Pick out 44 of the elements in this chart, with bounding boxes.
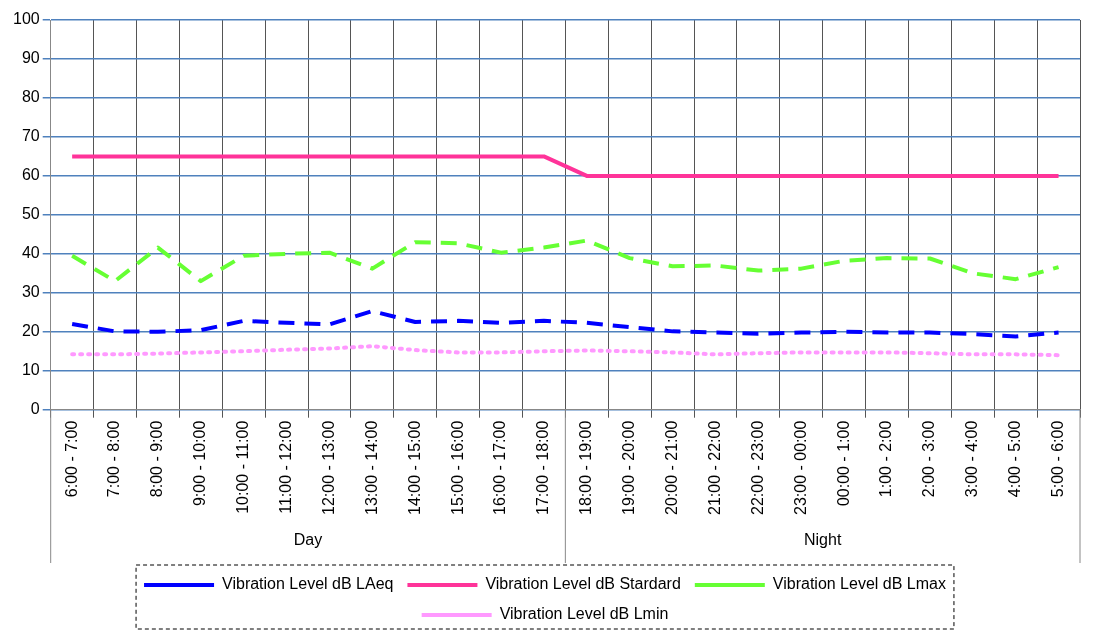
y-tick-label: 30	[21, 283, 40, 301]
text: Night	[803, 530, 842, 548]
x-tick-label: 2:00 - 3:00	[920, 420, 938, 498]
line-series	[70, 238, 1061, 284]
y-tick-label: 40	[21, 244, 40, 262]
x-tick-label: 18:00 - 19:00	[577, 420, 595, 515]
y-tick-label: 50	[21, 205, 40, 223]
legend-label: Vibration Level dB LAeq	[222, 575, 394, 593]
x-tick-label: 19:00 - 20:00	[620, 420, 638, 515]
x-tick-label: 15:00 - 16:00	[448, 420, 466, 515]
y-tick-label: 80	[21, 88, 40, 106]
y-tick-label: 20	[21, 322, 40, 340]
x-tick-label: 10:00 - 11:00	[234, 420, 252, 514]
line-series	[70, 344, 1061, 358]
legend-label: Vibration Level dB Lmax	[772, 575, 946, 593]
x-tick-label: 17:00 - 18:00	[534, 420, 552, 515]
y-tick-label: 60	[21, 166, 40, 184]
x-tick-label: 23:00 - 00:00	[791, 420, 809, 515]
x-tick-label: 12:00 - 13:00	[319, 420, 337, 515]
x-tick-label: 21:00 - 22:00	[705, 420, 723, 515]
text: Day	[293, 530, 323, 548]
x-tick-label: 14:00 - 15:00	[405, 420, 423, 515]
y-tick-label: 10	[21, 361, 40, 379]
x-tick-label: 1:00 - 2:00	[877, 420, 895, 498]
x-tick-label: 00:00 - 1:00	[834, 420, 852, 507]
x-tick-label: 9:00 - 10:00	[191, 420, 209, 507]
x-tick-label: 5:00 - 6:00	[1048, 420, 1066, 498]
y-tick-label: 70	[21, 127, 40, 145]
x-tick-label: 16:00 - 17:00	[491, 420, 509, 515]
y-tick-label: 0	[30, 400, 40, 418]
x-tick-label: 22:00 - 23:00	[748, 420, 766, 515]
legend-label: Vibration Level dB Stardard	[485, 575, 681, 593]
x-tick-label: 13:00 - 14:00	[362, 420, 380, 515]
x-tick-label: 20:00 - 21:00	[662, 420, 680, 515]
x-tick-label: 4:00 - 5:00	[1006, 420, 1024, 498]
x-tick-label: 11:00 - 12:00	[276, 420, 294, 514]
x-tick-label: 8:00 - 9:00	[148, 420, 166, 498]
x-tick-label: 7:00 - 8:00	[105, 420, 123, 498]
y-tick-label: 90	[21, 49, 40, 67]
line-series	[70, 309, 1061, 339]
y-tick-label: 100	[12, 10, 40, 28]
x-tick-label: 6:00 - 7:00	[62, 420, 80, 498]
legend-label: Vibration Level dB Lmin	[499, 605, 669, 623]
x-tick-label: 3:00 - 4:00	[963, 420, 981, 498]
